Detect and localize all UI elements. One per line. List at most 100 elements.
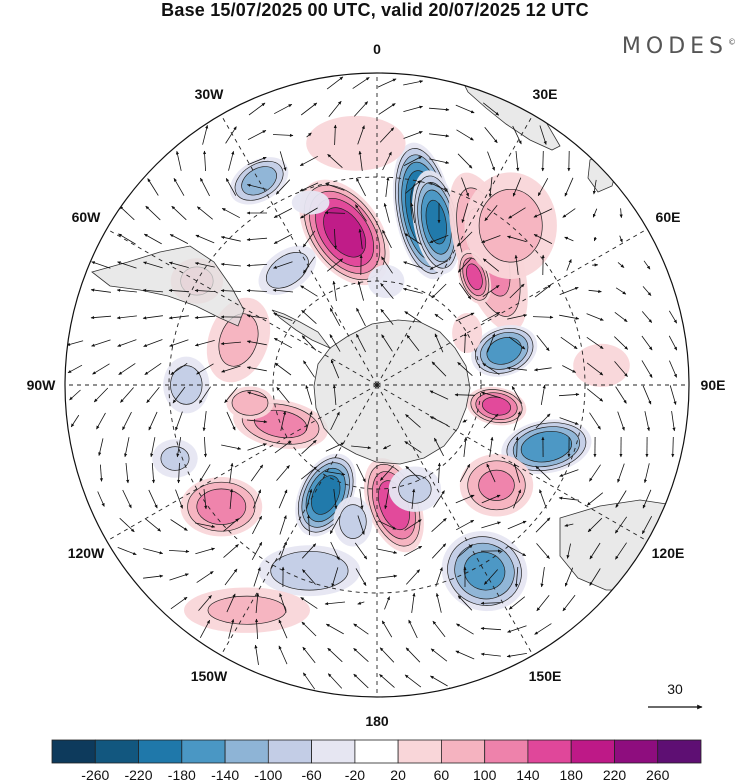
wind-arrow [175, 150, 182, 171]
wind-arrow [176, 437, 182, 458]
anomaly-band [160, 446, 190, 471]
wind-arrow [511, 385, 523, 404]
colorbar-swatch [224, 739, 269, 764]
wind-arrow [357, 515, 365, 535]
wind-arrow [325, 471, 346, 476]
wind-arrow [617, 463, 625, 483]
graticule [65, 73, 689, 697]
wind-arrow [432, 620, 446, 638]
anomaly-band [466, 263, 483, 291]
wind-arrow [586, 492, 604, 506]
wind-arrow [380, 282, 394, 299]
wind-arrow [377, 574, 398, 579]
wind-arrow [588, 289, 602, 293]
wind-arrow [303, 360, 315, 378]
wind-arrow [429, 182, 449, 192]
wind-arrow [454, 393, 476, 397]
wind-arrow [619, 208, 623, 219]
wind-arrow [535, 413, 551, 429]
wind-arrow [615, 490, 627, 508]
wind-arrow [405, 414, 421, 428]
wind-arrow [562, 594, 576, 612]
wind-arrow [433, 490, 445, 508]
colorbar-tick-label: 180 [560, 767, 584, 783]
meridian-label: 30W [195, 86, 225, 102]
wind-arrow [537, 178, 549, 197]
wind-arrow [507, 520, 527, 530]
wind-arrow [247, 156, 267, 166]
wind-arrow [481, 494, 501, 504]
wind-arrow [301, 621, 317, 637]
wind-arrow [273, 337, 292, 349]
anomaly-band [478, 469, 515, 501]
map-title: Base 15/07/2025 00 UTC, valid 20/07/2025… [161, 0, 589, 20]
wind-arrow [507, 314, 528, 320]
wind-arrow [196, 571, 214, 583]
wind-arrow [225, 126, 237, 144]
wind-arrow [91, 261, 111, 269]
wind-arrow [327, 647, 343, 663]
wind-arrow [508, 596, 526, 610]
anomaly-band [398, 474, 432, 504]
wind-arrow [463, 332, 467, 354]
wind-arrow [356, 463, 366, 483]
anomaly-band [486, 337, 522, 365]
wind-arrow [120, 387, 134, 403]
reference-vector-label: 30 [667, 681, 683, 697]
wind-arrow [122, 489, 132, 509]
wind-arrow [246, 263, 268, 268]
wind-arrow [559, 469, 579, 477]
wind-arrow [642, 286, 652, 296]
wind-arrow [306, 132, 312, 138]
wind-arrow [148, 411, 158, 431]
wind-arrow [404, 545, 423, 557]
wind-arrow [357, 125, 365, 145]
wind-arrow [246, 237, 268, 242]
wind-arrow [279, 515, 287, 535]
wind-arrow [641, 360, 653, 378]
wind-arrow [507, 235, 527, 243]
wind-arrow [246, 419, 268, 424]
wind-arrow [278, 619, 288, 639]
wind-arrow [615, 287, 627, 295]
wind-arrow [482, 258, 500, 272]
wind-arrow [559, 287, 579, 295]
colorbar-tick-label: 260 [646, 767, 670, 783]
anomaly-band [266, 251, 309, 289]
wind-arrow [430, 675, 448, 687]
wind-arrow [117, 261, 137, 269]
wind-arrow [462, 419, 468, 423]
wind-arrow [431, 283, 447, 299]
wind-arrow [325, 183, 345, 191]
wind-arrow [300, 466, 318, 480]
wind-arrow [194, 262, 215, 268]
wind-arrow [142, 288, 164, 293]
wind-arrow [482, 311, 501, 323]
wind-arrow [431, 361, 447, 377]
anomaly-band [207, 595, 287, 625]
wind-arrow [431, 543, 447, 559]
colorbar-tick-label: 220 [603, 767, 627, 783]
wind-arrow [480, 601, 502, 605]
wind-arrow [199, 386, 211, 404]
wind-arrow [351, 445, 372, 450]
wind-arrow [274, 440, 292, 454]
wind-arrow [124, 437, 130, 458]
wind-arrow [402, 287, 423, 294]
wind-arrow [481, 521, 501, 529]
wind-arrow [302, 672, 316, 690]
colorbar-swatch [527, 739, 572, 764]
wind-arrow [434, 437, 444, 457]
wind-arrow [354, 101, 368, 117]
wind-arrow [246, 340, 267, 346]
wind-arrow [333, 489, 338, 510]
wind-arrow [194, 315, 216, 320]
wind-arrow [643, 260, 651, 270]
wind-arrow [455, 650, 475, 660]
wind-arrow [276, 386, 290, 404]
wind-arrow [203, 489, 208, 510]
wind-arrow [196, 206, 213, 220]
wind-arrow [484, 204, 498, 222]
colorbar-swatch [614, 739, 659, 764]
wind-arrow [273, 234, 293, 244]
